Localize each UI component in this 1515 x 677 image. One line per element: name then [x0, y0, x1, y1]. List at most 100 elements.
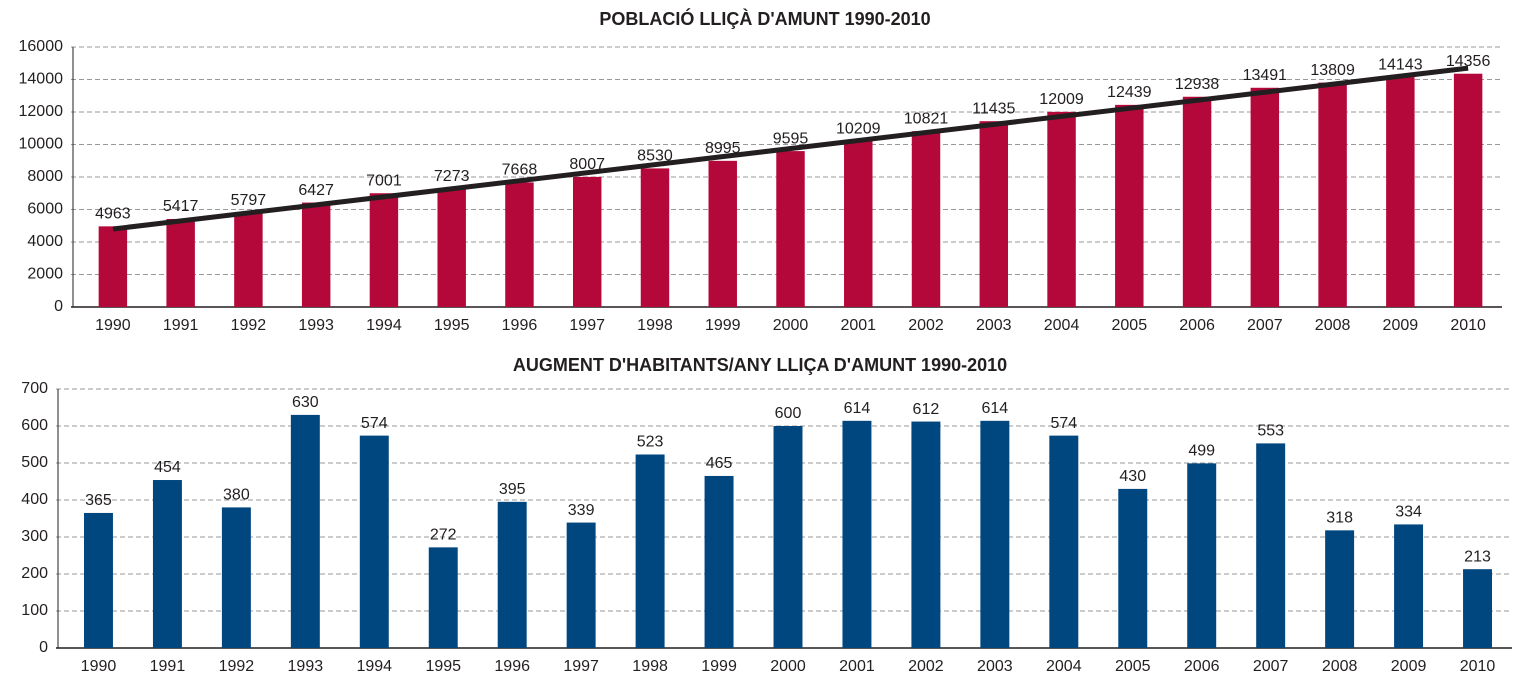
- value-label: 454: [154, 459, 181, 476]
- x-tick-label: 2003: [977, 658, 1013, 675]
- bar: [369, 193, 399, 307]
- x-tick-label: 2004: [1046, 658, 1082, 675]
- bar: [844, 141, 873, 307]
- bar: [1386, 77, 1415, 308]
- value-label: 8530: [637, 148, 673, 165]
- value-label: 574: [361, 415, 388, 432]
- y-tick-label: 200: [21, 565, 48, 582]
- value-label: 523: [637, 434, 664, 451]
- x-tick-label: 2008: [1315, 317, 1351, 334]
- value-label: 14356: [1446, 53, 1491, 70]
- bar: [437, 188, 466, 307]
- bar: [1118, 488, 1148, 648]
- bar: [1463, 569, 1493, 648]
- y-tick-label: 600: [21, 417, 48, 434]
- value-label: 365: [85, 492, 112, 509]
- x-tick-label: 1996: [502, 317, 538, 334]
- bar: [1049, 435, 1079, 648]
- value-label: 14143: [1378, 56, 1423, 73]
- x-tick-label: 1992: [231, 317, 267, 334]
- x-tick-label: 2005: [1112, 317, 1148, 334]
- x-tick-label: 2008: [1322, 658, 1358, 675]
- bar: [1256, 443, 1286, 648]
- y-tick-label: 2000: [27, 266, 63, 283]
- bar: [1250, 87, 1280, 308]
- value-label: 272: [430, 527, 457, 544]
- bar: [1318, 82, 1347, 307]
- x-tick-label: 2010: [1450, 317, 1486, 334]
- y-tick-label: 700: [21, 380, 48, 397]
- y-tick-label: 12000: [19, 103, 64, 120]
- x-tick-label: 2007: [1247, 317, 1283, 334]
- bar: [704, 475, 734, 648]
- bar: [708, 160, 737, 307]
- x-tick-label: 1995: [425, 658, 461, 675]
- value-label: 8995: [705, 140, 741, 157]
- x-tick-label: 1991: [163, 317, 199, 334]
- bar: [572, 176, 602, 307]
- bar: [911, 131, 941, 307]
- y-tick-label: 500: [21, 454, 48, 471]
- value-label: 630: [292, 394, 319, 411]
- x-tick-label: 2002: [908, 317, 944, 334]
- x-tick-label: 1993: [288, 658, 324, 675]
- x-tick-label: 2003: [976, 317, 1012, 334]
- x-tick-label: 2009: [1391, 658, 1427, 675]
- y-tick-label: 6000: [27, 201, 63, 218]
- value-label: 12938: [1175, 76, 1220, 93]
- bar: [359, 435, 389, 648]
- x-tick-label: 1991: [150, 658, 186, 675]
- value-label: 9595: [773, 130, 809, 147]
- value-label: 339: [568, 502, 595, 519]
- x-tick-label: 1990: [81, 658, 117, 675]
- bar: [980, 420, 1010, 648]
- bar: [1182, 96, 1212, 307]
- value-label: 6427: [298, 182, 334, 199]
- y-tick-label: 0: [54, 298, 63, 315]
- bar: [566, 522, 596, 648]
- x-tick-label: 1994: [366, 317, 402, 334]
- x-tick-label: 1998: [637, 317, 673, 334]
- x-tick-label: 1997: [563, 658, 599, 675]
- x-tick-label: 2000: [770, 658, 806, 675]
- value-label: 614: [982, 400, 1009, 417]
- value-label: 395: [499, 481, 526, 498]
- y-tick-label: 8000: [27, 168, 63, 185]
- x-tick-label: 2006: [1184, 658, 1220, 675]
- bar: [635, 454, 665, 648]
- bar: [166, 218, 195, 307]
- bar: [290, 414, 320, 648]
- bar: [640, 168, 670, 307]
- bar: [221, 507, 251, 648]
- value-label: 7668: [502, 162, 538, 179]
- x-tick-label: 1997: [569, 317, 605, 334]
- value-label: 7001: [366, 172, 402, 189]
- bar: [505, 182, 534, 307]
- x-tick-label: 2005: [1115, 658, 1151, 675]
- x-tick-label: 2009: [1383, 317, 1419, 334]
- value-label: 11435: [972, 100, 1015, 117]
- bar: [1047, 111, 1076, 307]
- bar: [428, 547, 458, 648]
- x-tick-label: 2007: [1253, 658, 1289, 675]
- value-label: 8007: [569, 156, 605, 173]
- value-label: 10209: [836, 120, 881, 137]
- value-label: 574: [1050, 415, 1077, 432]
- value-label: 430: [1119, 468, 1146, 485]
- value-label: 499: [1188, 443, 1215, 460]
- bar: [911, 421, 941, 648]
- x-tick-label: 2002: [908, 658, 944, 675]
- x-tick-label: 2004: [1044, 317, 1080, 334]
- x-tick-label: 1992: [219, 658, 255, 675]
- bar: [152, 480, 182, 648]
- y-tick-label: 14000: [19, 71, 64, 88]
- bar: [1115, 104, 1144, 308]
- y-tick-label: 400: [21, 491, 48, 508]
- bar: [234, 212, 263, 307]
- x-tick-label: 1999: [701, 658, 737, 675]
- bar: [98, 226, 128, 307]
- value-label: 614: [844, 400, 871, 417]
- value-label: 13809: [1310, 62, 1355, 79]
- value-label: 600: [775, 405, 802, 422]
